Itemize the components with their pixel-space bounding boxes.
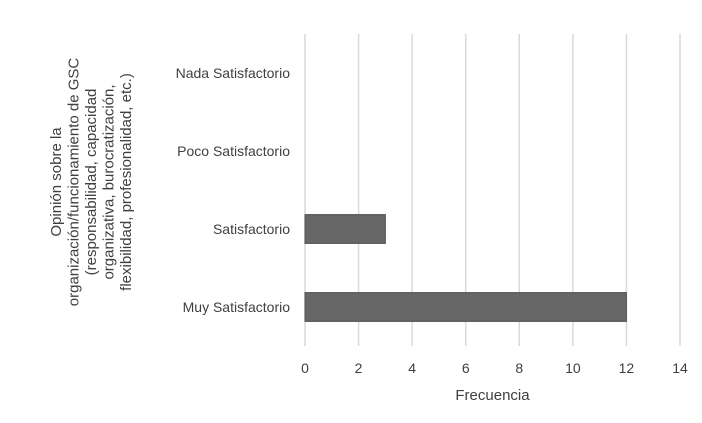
- x-tick-label: 8: [515, 360, 523, 376]
- category-label: Poco Satisfactorio: [177, 143, 290, 159]
- x-axis-title: Frecuencia: [455, 387, 530, 404]
- bar-muy-satisfactorio: [304, 292, 627, 322]
- y-axis-title: Opinión sobre laorganización/funcionamie…: [48, 58, 135, 307]
- category-labels: Nada Satisfactorio Poco Satisfactorio Sati…: [176, 65, 291, 315]
- x-tick-label: 0: [301, 360, 309, 376]
- bar-satisfactorio: [304, 214, 386, 244]
- category-label: Satisfactorio: [213, 221, 290, 237]
- y-axis-title-line: organizativa, burocratización,: [101, 84, 118, 279]
- x-tick-label: 10: [565, 360, 581, 376]
- y-axis-title-line: flexibilidad, profesionalidad, etc.): [118, 73, 135, 291]
- category-label: Nada Satisfactorio: [176, 65, 291, 81]
- x-tick-label: 6: [462, 360, 470, 376]
- gridlines: [304, 34, 681, 346]
- y-axis-title-line: organización/funcionamiento de GSC: [66, 58, 83, 307]
- category-label: Muy Satisfactorio: [183, 299, 291, 315]
- x-tick-label: 2: [355, 360, 363, 376]
- y-axis-title-line: (responsabilidad, capacidad: [83, 89, 100, 276]
- x-tick-label: 4: [408, 360, 416, 376]
- x-tick-label: 14: [672, 360, 688, 376]
- x-tick-labels: 0 2 4 6 8 10 12 14: [301, 360, 688, 376]
- x-tick-label: 12: [619, 360, 635, 376]
- bars: [304, 214, 627, 322]
- y-axis-title-line: Opinión sobre la: [48, 127, 65, 237]
